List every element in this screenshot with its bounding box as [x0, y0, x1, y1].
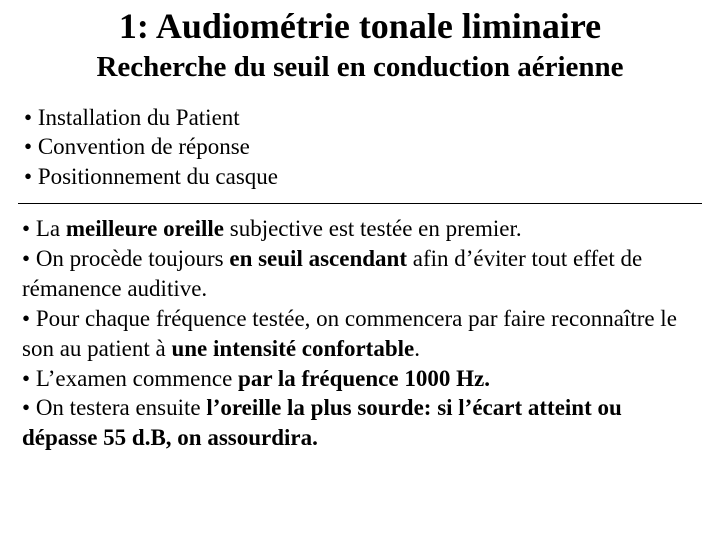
list-item: • On testera ensuite l’oreille la plus s…: [22, 393, 702, 453]
list-item-text: Pour chaque fréquence testée, on commenc…: [22, 306, 677, 361]
list-item: • Installation du Patient: [24, 103, 702, 132]
list-item-text: Positionnement du casque: [38, 164, 278, 189]
list-item-text: Installation du Patient: [38, 105, 240, 130]
list-item-text: Convention de réponse: [38, 134, 250, 159]
section-procedure: • La meilleure oreille subjective est te…: [18, 214, 702, 453]
list-item-text: On testera ensuite l’oreille la plus sou…: [22, 395, 622, 450]
list-item-text: On procède toujours en seuil ascendant a…: [22, 246, 642, 301]
list-item: • La meilleure oreille subjective est te…: [22, 214, 702, 244]
list-item: • Positionnement du casque: [24, 162, 702, 191]
slide-title: 1: Audiométrie tonale liminaire: [18, 6, 702, 47]
list-item-text: L’examen commence par la fréquence 1000 …: [36, 366, 490, 391]
list-item: • L’examen commence par la fréquence 100…: [22, 364, 702, 394]
list-item-text: La meilleure oreille subjective est test…: [36, 216, 522, 241]
divider: [18, 203, 702, 204]
list-item: • Pour chaque fréquence testée, on comme…: [22, 304, 702, 364]
list-item: • On procède toujours en seuil ascendant…: [22, 244, 702, 304]
slide-subtitle: Recherche du seuil en conduction aérienn…: [18, 51, 702, 84]
section-setup: • Installation du Patient • Convention d…: [18, 103, 702, 191]
slide: 1: Audiométrie tonale liminaire Recherch…: [0, 0, 720, 540]
list-item: • Convention de réponse: [24, 132, 702, 161]
